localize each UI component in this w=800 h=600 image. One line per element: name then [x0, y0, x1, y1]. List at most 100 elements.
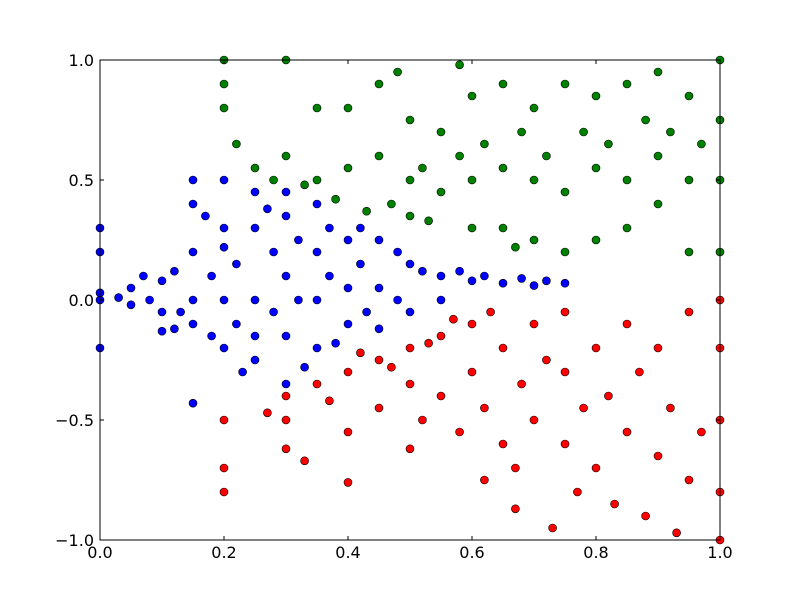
scatter-point	[250, 223, 260, 233]
scatter-point	[281, 187, 291, 197]
scatter-point	[560, 307, 570, 317]
scatter-point	[281, 444, 291, 454]
scatter-point	[498, 343, 508, 353]
scatter-point	[219, 295, 229, 305]
scatter-point	[560, 247, 570, 257]
x-tick-label: 0.6	[459, 543, 484, 562]
y-tick-labels: −1.0 −0.5 0.0 0.5 1.0	[55, 51, 94, 550]
scatter-point	[455, 427, 464, 437]
scatter-point	[436, 127, 446, 137]
scatter-point	[622, 427, 632, 437]
scatter-point	[405, 444, 415, 454]
scatter-point	[511, 463, 520, 473]
scatter-point	[362, 307, 371, 317]
scatter-point	[573, 487, 582, 497]
scatter-point	[560, 367, 570, 377]
scatter-point	[467, 319, 477, 329]
scatter-point	[281, 151, 291, 161]
scatter-point	[418, 163, 427, 173]
scatter-point	[312, 247, 322, 257]
scatter-point	[560, 278, 570, 288]
scatter-point	[529, 175, 539, 185]
scatter-point	[449, 314, 458, 324]
scatter-point	[455, 60, 464, 70]
scatter-point	[511, 242, 520, 252]
scatter-point	[374, 79, 384, 89]
scatter-point	[405, 307, 415, 317]
scatter-point	[269, 175, 278, 185]
scatter-point	[591, 91, 601, 101]
scatter-point	[436, 187, 446, 197]
scatter-point	[405, 259, 415, 269]
scatter-point	[467, 175, 477, 185]
y-tick-label: 0.0	[69, 291, 94, 310]
scatter-point	[219, 415, 229, 425]
scatter-point	[498, 278, 508, 288]
x-tick-label: 0.4	[335, 543, 360, 562]
scatter-point	[232, 259, 241, 269]
scatter-point	[312, 103, 322, 113]
scatter-point	[170, 266, 179, 276]
scatter-point	[263, 408, 272, 418]
scatter-point	[207, 331, 216, 341]
scatter-point	[201, 211, 210, 221]
scatter-point	[219, 103, 229, 113]
scatter-point	[219, 79, 229, 89]
scatter-point	[207, 271, 216, 281]
scatter-point	[653, 343, 663, 353]
scatter-point	[529, 281, 539, 290]
scatter-point	[238, 367, 247, 377]
scatter-point	[436, 271, 446, 281]
scatter-point	[281, 379, 291, 389]
scatter-point	[486, 307, 495, 317]
scatter-point	[281, 415, 291, 425]
scatter-point	[542, 355, 551, 365]
scatter-point	[219, 175, 229, 185]
scatter-point	[343, 163, 353, 173]
scatter-point	[405, 343, 415, 353]
y-tick-label: −0.5	[55, 411, 94, 430]
scatter-point	[498, 79, 508, 89]
scatter-point	[343, 103, 353, 113]
plot-area	[100, 60, 720, 540]
scatter-point	[424, 338, 433, 348]
scatter-point	[511, 504, 520, 514]
scatter-point	[250, 331, 260, 341]
scatter-point	[188, 199, 198, 209]
scatter-point	[622, 79, 632, 89]
scatter-point	[362, 206, 371, 216]
scatter-point	[374, 403, 384, 413]
scatter-point	[622, 223, 632, 233]
scatter-point	[684, 475, 694, 485]
scatter-point	[387, 199, 396, 209]
scatter-point	[653, 151, 663, 161]
scatter-point	[436, 295, 446, 305]
scatter-point	[374, 235, 384, 245]
scatter-point	[542, 276, 551, 286]
scatter-point	[529, 319, 539, 329]
scatter-point	[405, 115, 415, 125]
x-tick-label: 0.2	[211, 543, 236, 562]
points-layer	[95, 55, 725, 545]
scatter-point	[343, 235, 353, 245]
scatter-point	[269, 307, 278, 317]
scatter-point	[579, 127, 588, 137]
scatter-point	[374, 324, 384, 334]
scatter-point	[300, 456, 309, 466]
scatter-point	[170, 324, 179, 334]
scatter-point	[232, 139, 241, 149]
scatter-point	[219, 463, 229, 473]
scatter-point	[635, 367, 644, 377]
scatter-point	[343, 478, 353, 487]
scatter-point	[672, 528, 681, 538]
scatter-point	[356, 223, 365, 233]
x-tick-labels: 0.0 0.2 0.4 0.6 0.8 1.0	[87, 543, 732, 562]
scatter-point	[480, 475, 489, 485]
scatter-point	[343, 319, 353, 329]
scatter-point	[529, 415, 539, 425]
scatter-point	[455, 266, 464, 276]
y-tick-label: 1.0	[69, 51, 94, 70]
scatter-point	[684, 307, 694, 317]
scatter-point	[250, 187, 260, 197]
